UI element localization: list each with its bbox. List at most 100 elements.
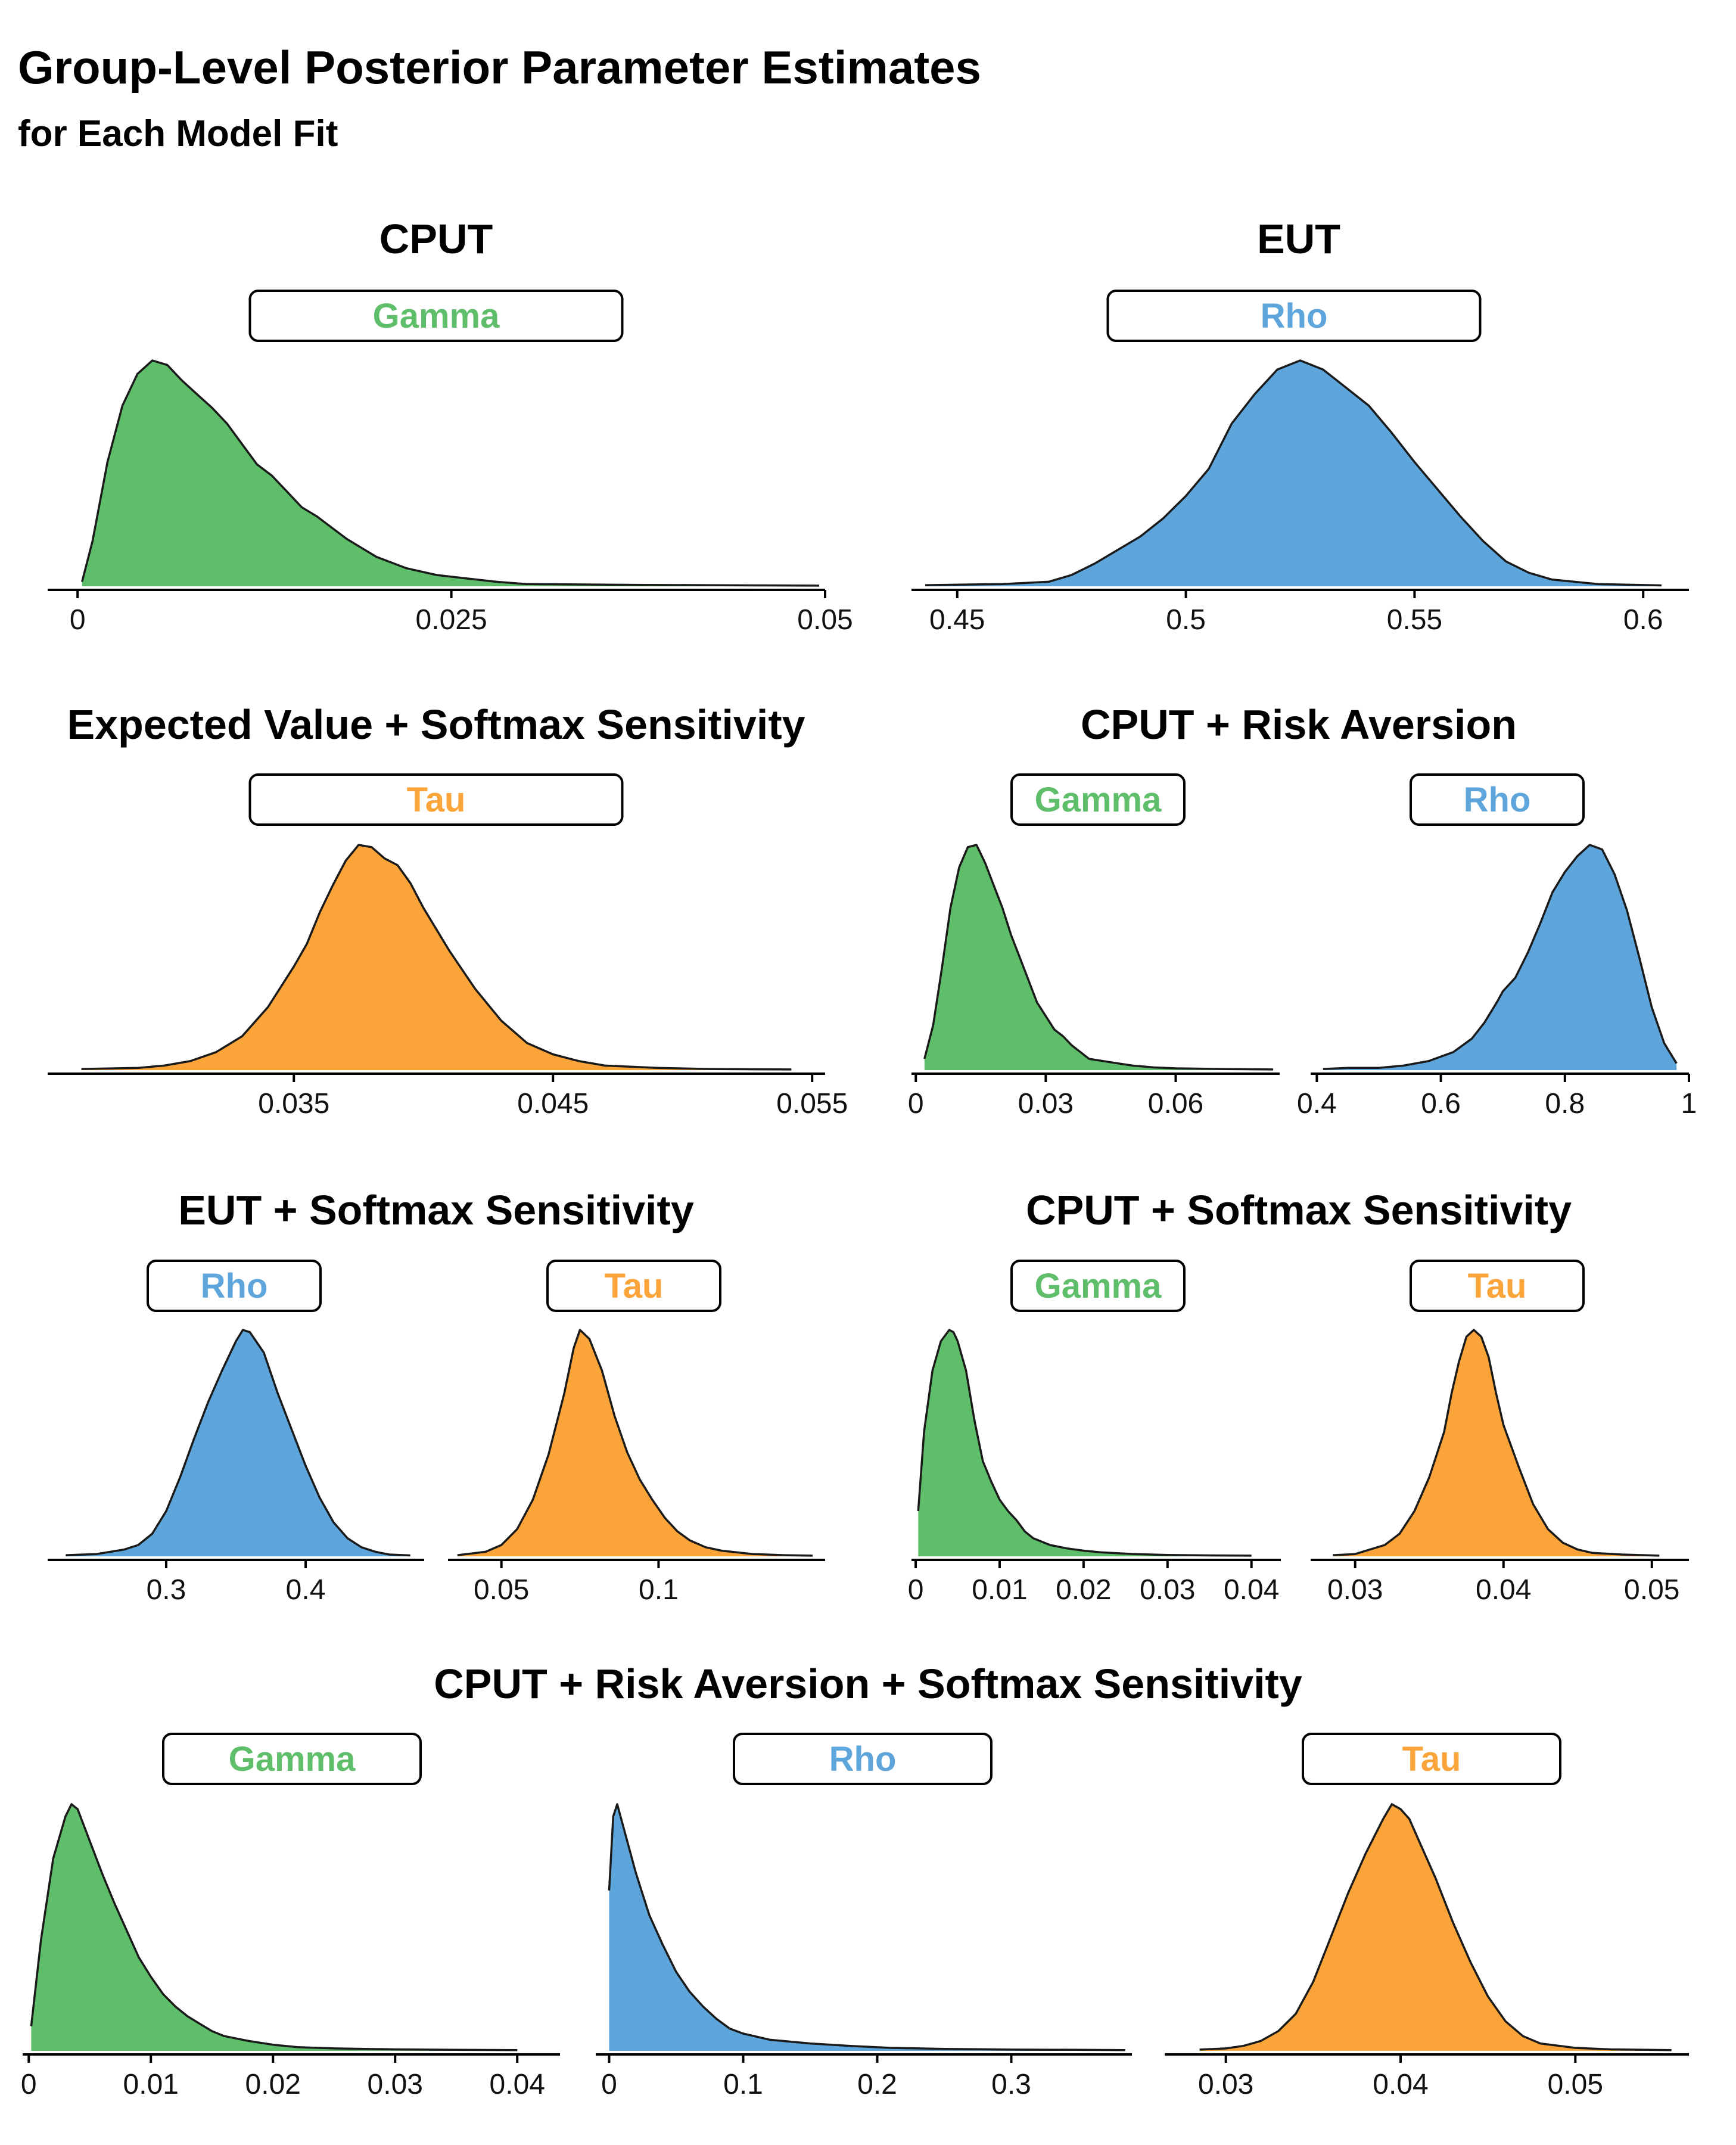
x-tick-label: 0.1 — [723, 2069, 763, 2100]
strip-label: Rho — [829, 1740, 897, 1779]
strip-box — [1010, 773, 1186, 826]
x-tick-label: 0.55 — [1387, 604, 1442, 636]
strip-box — [733, 1733, 993, 1785]
x-tick-label: 0.4 — [1297, 1088, 1337, 1120]
model-title-cput-risk: CPUT + Risk Aversion — [1081, 701, 1517, 748]
model-title-eut-softmax: EUT + Softmax Sensitivity — [178, 1187, 694, 1233]
x-tick-label: 0.2 — [857, 2069, 897, 2100]
density-area — [81, 845, 792, 1070]
model-title-cput-risk-softmax: CPUT + Risk Aversion + Softmax Sensitivi… — [434, 1661, 1302, 1707]
x-tick-label: 0.04 — [1224, 1574, 1279, 1606]
model-title-eut: EUT — [1257, 216, 1340, 262]
density-area — [918, 1330, 1252, 1556]
panel-cput-softmax-sensitivity-gamma: Gamma 0 0.01 0.02 0.03 0.04 — [908, 1260, 1281, 1606]
x-tick-label: 0.05 — [474, 1574, 529, 1606]
strip-label: Gamma — [229, 1740, 356, 1779]
strip-label: Tau — [605, 1267, 664, 1305]
strip-box — [248, 773, 624, 826]
density-line — [81, 359, 820, 587]
model-title-cput: CPUT — [379, 216, 493, 262]
strip-box — [1106, 290, 1482, 342]
x-tick-label: 0.025 — [416, 604, 487, 636]
x-tick-label: 0.6 — [1623, 604, 1663, 636]
strip-box — [1302, 1733, 1561, 1785]
x-tick-label: 0.4 — [286, 1574, 326, 1606]
strip-label: Gamma — [373, 297, 500, 335]
x-tick-label: 0.6 — [1421, 1088, 1461, 1120]
panel-cput-risk-aversion-rho: Rho 0.4 0.6 0.8 1 — [1297, 773, 1697, 1120]
density-panels: Gamma 0 0.025 0.05 Rho 0.45 0.5 0.55 0.6 Tau 0.035… — [21, 290, 1697, 2100]
density-area — [609, 1804, 1125, 2051]
density-line — [923, 844, 1274, 1071]
panel-eut-softmax-sensitivity-tau: Tau 0.05 0.1 — [448, 1260, 825, 1606]
x-tick-label: 0.035 — [258, 1088, 329, 1120]
panel-eut-softmax-sensitivity-rho: Rho 0.3 0.4 — [48, 1260, 424, 1606]
strip-box — [147, 1260, 322, 1312]
density-area — [924, 845, 1274, 1070]
density-area — [1323, 845, 1677, 1070]
strip-box — [1410, 1260, 1585, 1312]
x-tick-label: 0.3 — [147, 1574, 186, 1606]
x-tick-label: 0 — [70, 604, 86, 636]
x-tick-label: 0.1 — [639, 1574, 679, 1606]
x-tick-label: 0.5 — [1166, 604, 1206, 636]
strip-label: Rho — [1464, 781, 1531, 819]
strip-box — [248, 290, 624, 342]
x-tick-label: 0.045 — [517, 1088, 589, 1120]
x-tick-label: 0 — [908, 1088, 924, 1120]
panel-eut-rho: Rho 0.45 0.5 0.55 0.6 — [911, 290, 1689, 636]
x-tick-label: 0.03 — [1327, 1574, 1383, 1606]
strip-box — [546, 1260, 721, 1312]
x-tick-label: 0 — [601, 2069, 617, 2100]
x-tick-label: 0.04 — [1476, 1574, 1531, 1606]
figure-subtitle: for Each Model Fit — [18, 113, 338, 154]
model-title-ev-softmax: Expected Value + Softmax Sensitivity — [67, 701, 805, 748]
density-line — [1323, 844, 1678, 1070]
panel-cput-softmax-sensitivity-tau: Tau 0.03 0.04 0.05 — [1311, 1260, 1689, 1606]
density-area — [1199, 1804, 1672, 2051]
x-tick-label: 1 — [1681, 1088, 1697, 1120]
x-tick-label: 0.03 — [1198, 2069, 1253, 2100]
x-tick-label: 0.05 — [1624, 1574, 1679, 1606]
density-area — [82, 360, 820, 586]
x-tick-label: 0.02 — [245, 2069, 301, 2100]
x-tick-label: 0.03 — [1140, 1574, 1195, 1606]
x-tick-label: 0.04 — [490, 2069, 545, 2100]
strip-box — [162, 1733, 422, 1785]
density-line — [1199, 1803, 1672, 2051]
density-area — [31, 1804, 518, 2051]
strip-box — [1010, 1260, 1186, 1312]
density-line — [81, 844, 792, 1071]
density-area — [66, 1330, 410, 1556]
density-line — [66, 1329, 410, 1557]
x-tick-label: 0.8 — [1545, 1088, 1585, 1120]
x-tick-label: 0.06 — [1148, 1088, 1203, 1120]
x-tick-label: 0.45 — [929, 604, 985, 636]
density-area — [1333, 1330, 1660, 1556]
density-line — [925, 359, 1662, 587]
density-line — [608, 1803, 1125, 2051]
density-area — [457, 1330, 813, 1556]
x-tick-label: 0 — [21, 2069, 37, 2100]
density-area — [925, 360, 1662, 586]
density-line — [30, 1803, 518, 2051]
x-tick-label: 0.01 — [972, 1574, 1027, 1606]
x-tick-label: 0.02 — [1056, 1574, 1111, 1606]
panel-expected-value-softmax-sensitivity-tau: Tau 0.035 0.045 0.055 — [48, 773, 848, 1120]
panel-cput-risk-aversion-softmax-sensitivity-tau: Tau 0.03 0.04 0.05 — [1165, 1733, 1689, 2100]
strip-box — [1410, 773, 1585, 826]
x-tick-label: 0.055 — [776, 1088, 848, 1120]
strip-label: Rho — [1261, 297, 1328, 335]
x-tick-label: 0.03 — [1018, 1088, 1074, 1120]
strip-label: Gamma — [1035, 781, 1162, 819]
panel-cput-risk-aversion-softmax-sensitivity-gamma: Gamma 0 0.01 0.02 0.03 0.04 — [21, 1733, 560, 2100]
figure-title: Group-Level Posterior Parameter Estimate… — [18, 41, 981, 94]
model-title-cput-softmax: CPUT + Softmax Sensitivity — [1026, 1187, 1572, 1233]
panel-cput-gamma: Gamma 0 0.025 0.05 — [48, 290, 853, 636]
density-line — [1333, 1329, 1660, 1557]
x-tick-label: 0.03 — [368, 2069, 423, 2100]
density-line — [457, 1329, 813, 1557]
x-tick-label: 0.04 — [1373, 2069, 1428, 2100]
strip-label: Tau — [407, 781, 466, 819]
panel-cput-risk-aversion-gamma: Gamma 0 0.03 0.06 — [908, 773, 1280, 1120]
